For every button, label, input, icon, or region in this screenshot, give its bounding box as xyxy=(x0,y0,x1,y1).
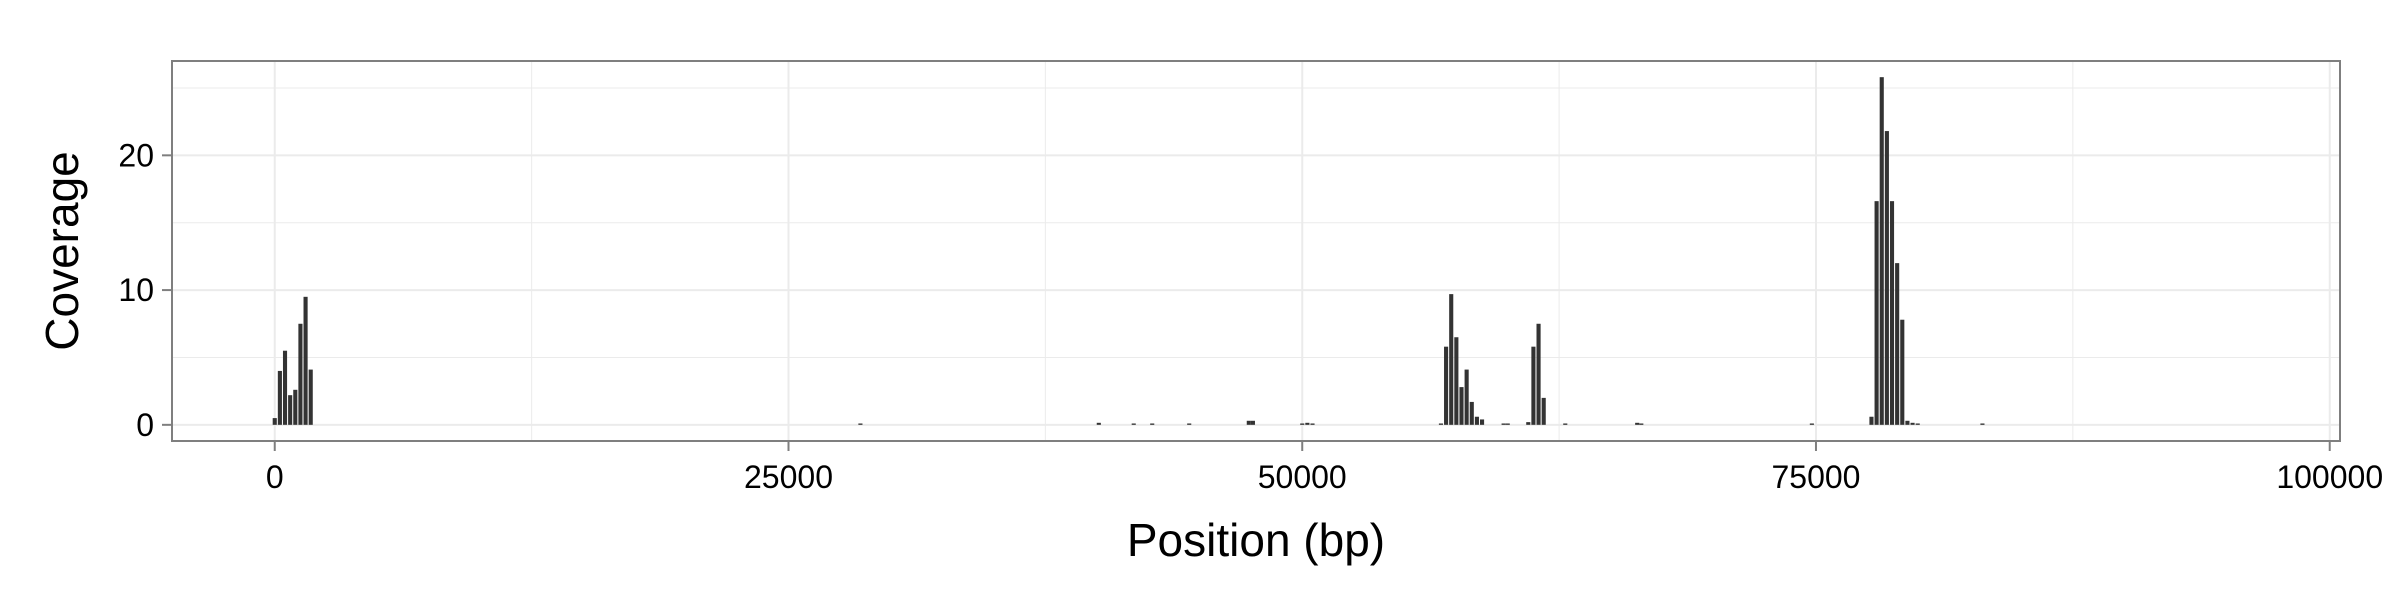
bar xyxy=(1526,422,1531,425)
bar xyxy=(1809,423,1814,425)
bar xyxy=(1501,423,1506,425)
bar xyxy=(1310,423,1315,425)
bar xyxy=(1980,423,1985,425)
bar xyxy=(1459,387,1464,425)
bar xyxy=(1305,422,1310,425)
bar xyxy=(1131,423,1136,425)
bars xyxy=(272,77,1985,425)
x-axis-title: Position (bp) xyxy=(1127,514,1385,566)
bar xyxy=(293,389,298,425)
x-tick-label: 75000 xyxy=(1771,459,1860,495)
bar xyxy=(298,323,303,425)
bar xyxy=(1869,416,1874,425)
bar xyxy=(1096,422,1101,425)
bar xyxy=(1889,201,1895,425)
bar xyxy=(1505,423,1510,425)
plot-border xyxy=(171,60,2341,442)
bar xyxy=(1639,423,1644,425)
bar xyxy=(1905,420,1910,425)
bar xyxy=(1874,201,1879,425)
x-tick-label: 50000 xyxy=(1258,459,1347,495)
bar xyxy=(1474,416,1479,425)
x-tick-label: 100000 xyxy=(2276,459,2383,495)
bar xyxy=(1910,422,1915,425)
bar xyxy=(1479,419,1485,425)
bar xyxy=(1449,294,1454,425)
bar xyxy=(1563,423,1568,425)
bar xyxy=(277,370,282,425)
bar xyxy=(308,369,313,425)
bar xyxy=(1900,319,1905,425)
bar xyxy=(288,395,293,425)
grid-lines xyxy=(172,61,2340,441)
bar xyxy=(1469,401,1474,425)
bar xyxy=(1150,423,1155,425)
y-axis-title: Coverage xyxy=(36,151,88,350)
bar xyxy=(858,423,863,425)
bar xyxy=(1246,420,1251,425)
bar xyxy=(1895,263,1900,425)
x-tick-label: 0 xyxy=(266,459,284,495)
bar xyxy=(282,350,288,425)
bar xyxy=(1884,131,1889,425)
bar xyxy=(272,418,277,425)
bar xyxy=(1536,323,1541,425)
bar xyxy=(1250,420,1255,425)
plot-panel xyxy=(172,61,2340,441)
bar xyxy=(1635,422,1640,425)
y-tick-label: 20 xyxy=(118,137,154,173)
axes: 0 25000 50000 75000 100000 0 10 20 xyxy=(118,137,2383,495)
y-tick-label: 10 xyxy=(118,272,154,308)
bar xyxy=(1915,423,1920,425)
bar xyxy=(1438,423,1444,425)
bar xyxy=(1444,346,1449,425)
bar xyxy=(1300,423,1305,425)
bar xyxy=(1464,369,1469,425)
bar xyxy=(1531,346,1536,425)
bar xyxy=(1187,423,1192,425)
bar xyxy=(1879,77,1884,425)
bar xyxy=(1454,337,1459,425)
y-tick-label: 0 xyxy=(136,407,154,443)
x-tick-label: 25000 xyxy=(744,459,833,495)
bar xyxy=(1541,397,1546,425)
bar xyxy=(303,296,308,425)
